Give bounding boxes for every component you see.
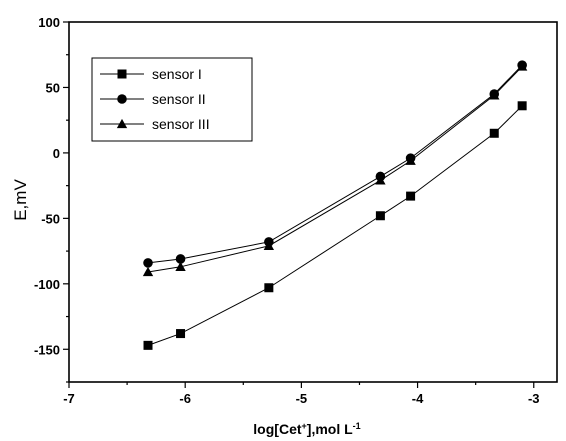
- y-tick-label: 100: [38, 15, 60, 30]
- x-axis-title-sup2: -1: [353, 421, 361, 431]
- data-point: [517, 101, 527, 111]
- legend-marker: [117, 69, 127, 79]
- x-tick-label: -7: [63, 391, 75, 406]
- y-tick-label: 0: [53, 146, 60, 161]
- x-tick-label: -6: [179, 391, 191, 406]
- x-tick-label: -3: [528, 391, 540, 406]
- data-point: [175, 254, 186, 264]
- data-point: [143, 258, 153, 268]
- data-point: [406, 191, 416, 201]
- data-point: [176, 329, 186, 339]
- data-point: [175, 261, 186, 271]
- data-point: [375, 175, 386, 185]
- y-axis-title: E,mV: [11, 179, 30, 221]
- legend-label: sensor II: [152, 91, 206, 107]
- x-axis-title-sup1: +: [302, 421, 307, 431]
- x-axis-title-prefix: log[Cet: [253, 421, 302, 437]
- y-tick-label: -100: [34, 277, 60, 292]
- y-tick-label: -50: [41, 211, 60, 226]
- legend-marker: [117, 94, 127, 104]
- data-point: [142, 266, 154, 277]
- data-point: [489, 128, 499, 138]
- legend-label: sensor III: [152, 116, 210, 132]
- data-point: [489, 90, 500, 100]
- series-3: [142, 61, 528, 277]
- plot-frame: [68, 21, 558, 383]
- data-point: [264, 283, 274, 293]
- x-tick-label: -5: [296, 391, 308, 406]
- data-point: [516, 61, 528, 71]
- legend-marker: [116, 118, 128, 129]
- data-point: [263, 240, 275, 250]
- series-layer: [142, 60, 528, 350]
- x-axis-title: log[Cet+],mol L-1: [253, 421, 360, 437]
- plot-area-border: [68, 21, 558, 383]
- data-point: [405, 155, 416, 165]
- axis-ticks: -7 -6 -5 -4 -3 -150 -100 -50 0 50 100: [34, 15, 540, 406]
- series-1: [143, 101, 527, 350]
- y-tick-label: -150: [34, 342, 60, 357]
- data-point: [375, 211, 385, 221]
- legend-label: sensor I: [152, 66, 202, 82]
- x-tick-label: -4: [412, 391, 424, 406]
- data-point: [143, 340, 153, 350]
- series-line: [147, 105, 523, 346]
- y-tick-label: 50: [46, 80, 60, 95]
- legend: sensor I sensor II sensor III: [91, 57, 253, 142]
- x-axis-title-middle: ],mol L: [307, 421, 353, 437]
